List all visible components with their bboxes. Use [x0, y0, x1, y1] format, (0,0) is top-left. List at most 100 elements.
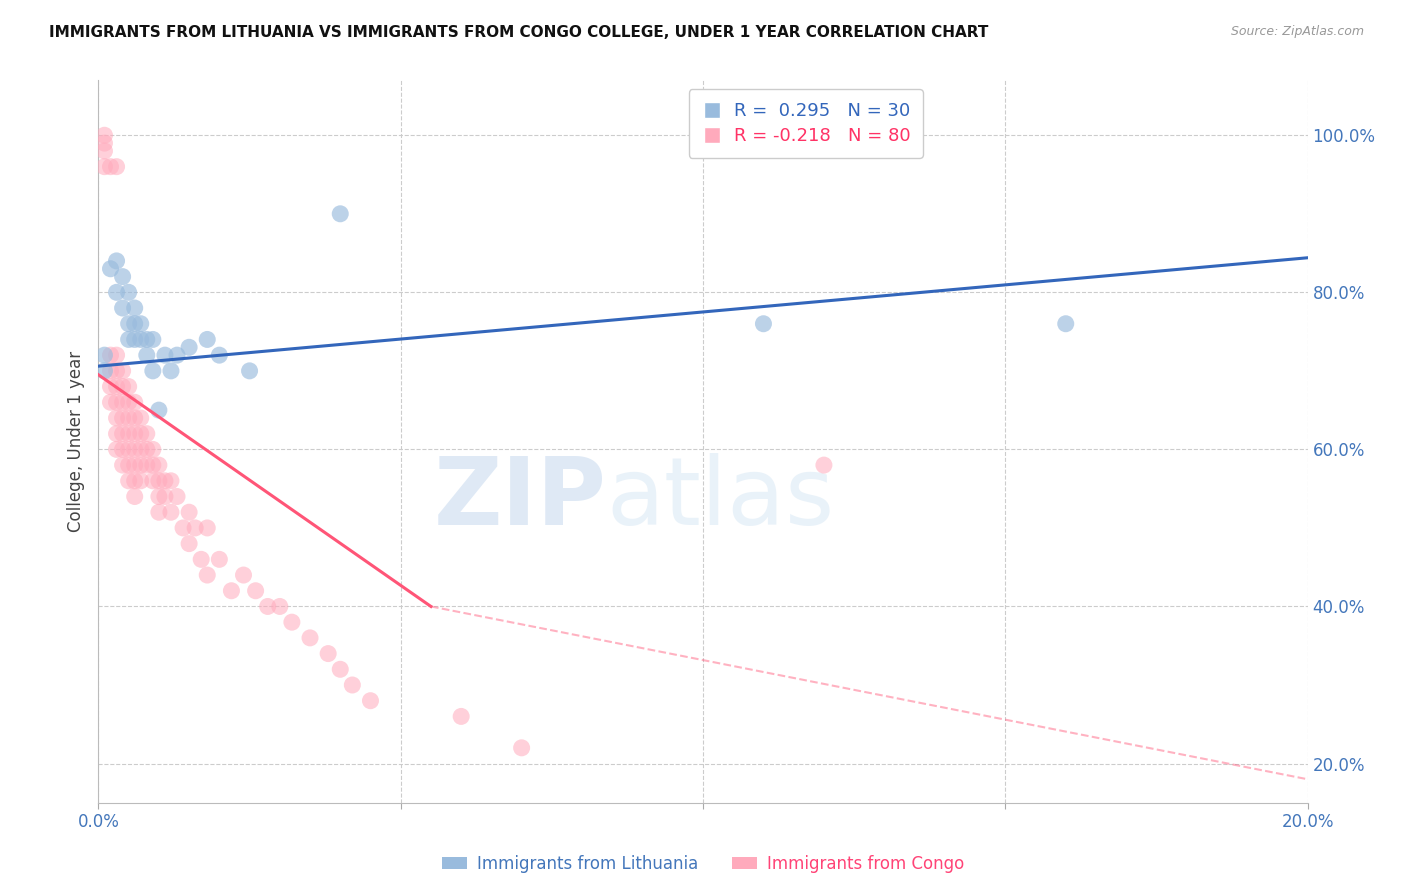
Text: ZIP: ZIP [433, 453, 606, 545]
Point [179, 536, 201, 550]
Point [142, 458, 165, 472]
Point [100, 160, 122, 174]
Point [105, 379, 128, 393]
Point [105, 253, 128, 268]
Legend: R =  0.295   N = 30, R = -0.218   N = 80: R = 0.295 N = 30, R = -0.218 N = 80 [689, 89, 922, 158]
Point [148, 505, 170, 519]
Point [752, 317, 775, 331]
Point [153, 490, 176, 504]
Point [221, 583, 243, 598]
Point [124, 474, 146, 488]
Point [105, 364, 128, 378]
Point [1054, 317, 1077, 331]
Point [93, 144, 115, 158]
Point [142, 364, 165, 378]
Point [148, 490, 170, 504]
Point [111, 379, 134, 393]
Point [184, 521, 207, 535]
Point [142, 333, 165, 347]
Point [118, 474, 141, 488]
Point [93, 136, 115, 150]
Point [135, 348, 157, 362]
Point [93, 348, 115, 362]
Point [135, 426, 157, 441]
Point [142, 474, 165, 488]
Point [160, 474, 183, 488]
Point [208, 552, 231, 566]
Point [450, 709, 472, 723]
Point [118, 458, 141, 472]
Point [124, 333, 146, 347]
Point [232, 568, 254, 582]
Point [813, 458, 835, 472]
Point [256, 599, 278, 614]
Point [148, 458, 170, 472]
Point [100, 261, 122, 276]
Point [129, 458, 152, 472]
Point [299, 631, 322, 645]
Point [179, 340, 201, 354]
Point [105, 426, 128, 441]
Point [118, 395, 141, 409]
Point [153, 474, 176, 488]
Point [129, 317, 152, 331]
Point [111, 442, 134, 457]
Point [129, 426, 152, 441]
Point [245, 583, 267, 598]
Point [105, 442, 128, 457]
Point [118, 379, 141, 393]
Point [118, 333, 141, 347]
Point [135, 442, 157, 457]
Point [118, 411, 141, 425]
Point [195, 521, 218, 535]
Point [129, 333, 152, 347]
Point [135, 333, 157, 347]
Point [148, 403, 170, 417]
Point [281, 615, 304, 630]
Point [510, 740, 533, 755]
Point [100, 348, 122, 362]
Point [195, 568, 218, 582]
Point [100, 379, 122, 393]
Point [118, 442, 141, 457]
Point [124, 317, 146, 331]
Point [316, 647, 339, 661]
Point [124, 395, 146, 409]
Point [124, 301, 146, 315]
Legend: Immigrants from Lithuania, Immigrants from Congo: Immigrants from Lithuania, Immigrants fr… [436, 848, 970, 880]
Point [129, 442, 152, 457]
Point [105, 348, 128, 362]
Point [111, 269, 134, 284]
Point [111, 458, 134, 472]
Point [142, 442, 165, 457]
Point [360, 694, 382, 708]
Text: atlas: atlas [606, 453, 835, 545]
Point [329, 662, 352, 676]
Point [93, 160, 115, 174]
Point [153, 348, 176, 362]
Text: Source: ZipAtlas.com: Source: ZipAtlas.com [1230, 25, 1364, 38]
Point [93, 364, 115, 378]
Point [129, 411, 152, 425]
Point [111, 426, 134, 441]
Text: IMMIGRANTS FROM LITHUANIA VS IMMIGRANTS FROM CONGO COLLEGE, UNDER 1 YEAR CORRELA: IMMIGRANTS FROM LITHUANIA VS IMMIGRANTS … [49, 25, 988, 40]
Point [100, 364, 122, 378]
Point [105, 395, 128, 409]
Point [160, 505, 183, 519]
Point [100, 395, 122, 409]
Point [111, 411, 134, 425]
Point [329, 207, 352, 221]
Point [166, 490, 188, 504]
Point [118, 317, 141, 331]
Point [93, 128, 115, 143]
Point [118, 285, 141, 300]
Point [269, 599, 291, 614]
Point [111, 301, 134, 315]
Point [195, 333, 218, 347]
Point [118, 426, 141, 441]
Point [124, 490, 146, 504]
Point [342, 678, 364, 692]
Point [111, 364, 134, 378]
Point [172, 521, 194, 535]
Point [124, 426, 146, 441]
